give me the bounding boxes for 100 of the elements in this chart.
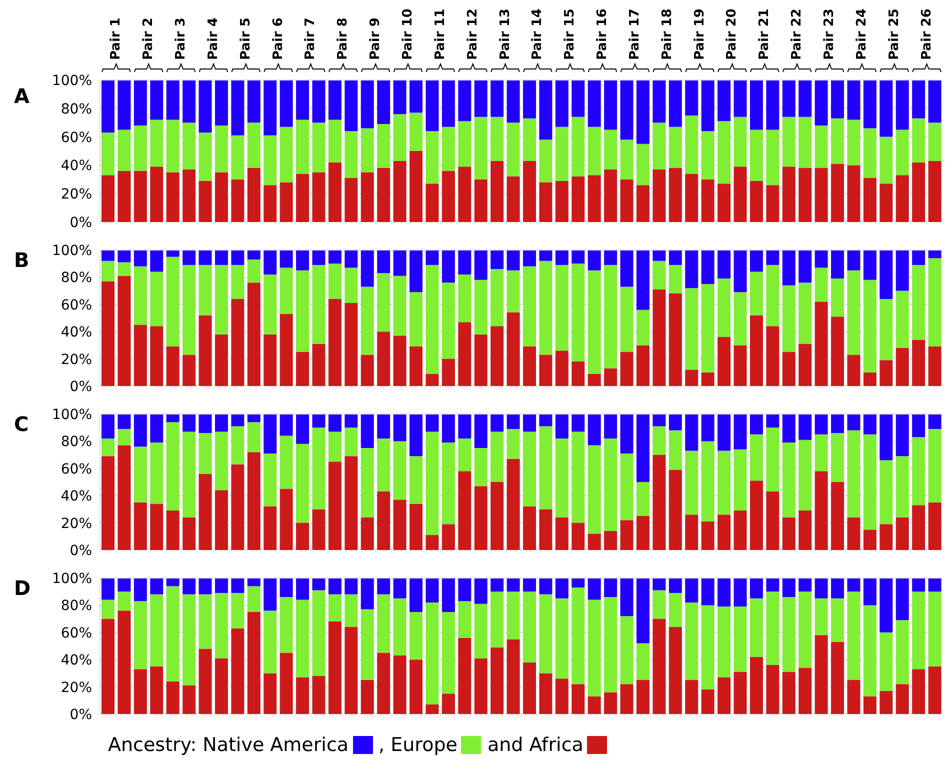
bar — [831, 598, 844, 642]
bar — [620, 352, 634, 386]
bar — [685, 414, 698, 451]
bar — [863, 80, 876, 128]
bar — [831, 118, 844, 164]
x-tick-label: Pair 1 — [108, 18, 124, 60]
bar — [636, 250, 650, 310]
bar — [896, 80, 909, 130]
bar — [636, 185, 650, 222]
bar — [766, 326, 780, 386]
bar — [458, 80, 472, 122]
x-tick-label: Pair 21 — [757, 8, 772, 60]
bar — [880, 250, 893, 299]
bar — [863, 372, 876, 386]
bar — [442, 282, 455, 359]
bar — [880, 184, 893, 222]
bar — [118, 262, 131, 276]
bar — [847, 165, 860, 222]
bar — [442, 126, 455, 171]
bar — [620, 286, 634, 352]
bar — [344, 456, 358, 550]
x-tick-label: Pair 10 — [400, 8, 416, 60]
y-tick-label: 20% — [60, 680, 92, 696]
bar — [814, 434, 828, 472]
bar — [896, 175, 909, 222]
bar — [490, 414, 504, 432]
bar — [214, 80, 228, 126]
bar — [636, 310, 650, 346]
bar — [280, 80, 293, 127]
bar — [604, 250, 618, 265]
y-tick-label: 0% — [70, 378, 92, 395]
bar — [458, 274, 472, 322]
bar — [523, 346, 536, 386]
bar — [572, 684, 585, 714]
bar — [134, 250, 147, 266]
bar — [360, 250, 374, 287]
bar — [766, 185, 780, 222]
bar — [572, 522, 585, 550]
bar — [912, 414, 926, 438]
bar — [588, 374, 601, 386]
bar — [360, 80, 374, 128]
bar — [247, 250, 260, 260]
bar — [458, 322, 472, 386]
bar — [182, 685, 196, 714]
bar — [214, 264, 228, 334]
bar — [863, 434, 876, 530]
bar — [847, 120, 860, 166]
bar — [231, 179, 244, 222]
bar — [344, 428, 358, 456]
bar — [506, 578, 520, 592]
bar — [247, 414, 260, 422]
bar — [620, 179, 634, 222]
bar — [312, 676, 326, 714]
bar — [782, 166, 796, 222]
bar — [572, 362, 585, 386]
bar — [766, 264, 780, 326]
bar — [264, 80, 277, 136]
bar — [506, 639, 520, 714]
bar — [523, 432, 536, 506]
bar — [750, 80, 763, 130]
bar — [264, 578, 277, 611]
bar — [296, 522, 310, 550]
bar — [214, 414, 228, 432]
bar — [231, 426, 244, 464]
bar — [604, 264, 618, 368]
bar — [182, 354, 196, 386]
bar — [442, 694, 455, 714]
bar — [555, 438, 568, 518]
bar — [831, 316, 844, 386]
bar — [231, 592, 244, 628]
x-tick-label: Pair 4 — [206, 18, 221, 60]
y-tick-label: 40% — [60, 488, 92, 505]
x-tick-label: Pair 16 — [595, 8, 610, 60]
bar — [718, 677, 731, 714]
bar — [134, 266, 147, 325]
bar — [814, 80, 828, 126]
bar — [166, 256, 180, 347]
bar — [182, 578, 196, 594]
bar — [102, 438, 114, 456]
bar — [863, 128, 876, 178]
bar — [572, 264, 585, 362]
bar — [231, 135, 244, 180]
bar — [344, 131, 358, 178]
bar — [555, 250, 568, 265]
bar — [393, 578, 406, 598]
bar — [198, 315, 212, 386]
bar — [766, 80, 780, 130]
bar — [750, 578, 763, 598]
bar — [280, 652, 293, 714]
bar — [896, 517, 909, 550]
bar — [782, 285, 796, 352]
bar — [247, 168, 260, 222]
bar — [312, 264, 326, 344]
bar — [896, 130, 909, 176]
bar — [880, 632, 893, 691]
bar — [410, 151, 423, 222]
y-tick-label: 60% — [60, 625, 92, 642]
legend-label: and Africa — [487, 734, 584, 756]
bar — [166, 681, 180, 714]
bar — [393, 441, 406, 500]
